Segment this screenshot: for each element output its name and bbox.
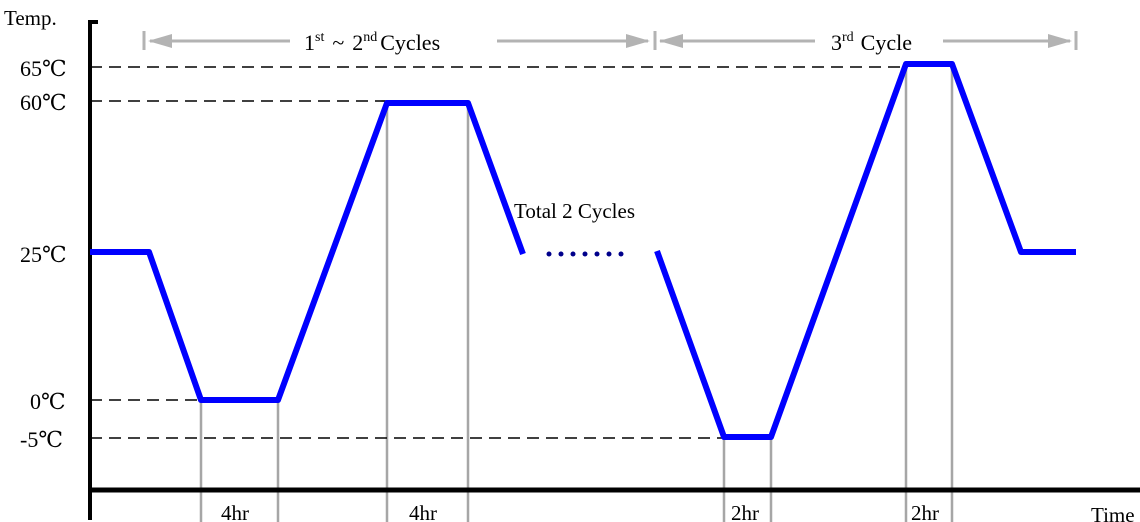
ordinal-suffix: st (315, 30, 324, 45)
temperature-profile (90, 61, 1076, 440)
arrow-left-icon (148, 34, 172, 48)
temperature-labels: 65℃ 60℃ 25℃ 0℃ -5℃ (20, 56, 67, 452)
dot (570, 251, 576, 257)
duration-labels: 4hr 4hr 2hr 2hr (221, 501, 939, 522)
ellipsis-dots (546, 251, 624, 257)
ordinal: 1 (304, 30, 315, 55)
profile-segment-cycle-3 (654, 61, 1076, 440)
dot (606, 251, 612, 257)
duration-guides (199, 64, 954, 522)
cycle-word: Cycle (861, 30, 912, 55)
temp-label-minus5: -5℃ (20, 427, 63, 452)
reference-lines (90, 66, 906, 439)
temp-label-65: 65℃ (20, 56, 67, 81)
cycle-span-label-1: 1st ~2nd Cycles (304, 30, 440, 55)
temp-label-60: 60℃ (20, 90, 67, 115)
range-separator: ~ (332, 30, 344, 55)
dot (582, 251, 588, 257)
profile-segment-cycles-1-2 (90, 100, 526, 403)
cycle-span-label-2: 3rd Cycle (831, 30, 912, 55)
dot (546, 251, 552, 257)
total-cycles-annotation: Total 2 Cycles (514, 199, 635, 223)
dot (558, 251, 564, 257)
dot (618, 251, 624, 257)
x-axis-title: Time (1091, 503, 1135, 522)
ordinal: 3 (831, 30, 842, 55)
ordinal-suffix: nd (363, 30, 377, 45)
dot (594, 251, 600, 257)
duration-label: 4hr (221, 501, 249, 522)
duration-label: 2hr (731, 501, 759, 522)
cycle-word: Cycles (380, 30, 440, 55)
arrow-right-icon (1048, 34, 1072, 48)
axes (88, 20, 1140, 520)
arrow-left-icon (659, 34, 683, 48)
duration-label: 2hr (911, 501, 939, 522)
ordinal: 2 (352, 30, 363, 55)
temp-label-25: 25℃ (20, 242, 67, 267)
y-axis-title: Temp. (4, 6, 57, 30)
cycle-span-arrows (142, 31, 1078, 50)
temp-label-0: 0℃ (30, 389, 66, 414)
arrow-right-icon (626, 34, 650, 48)
duration-label: 4hr (409, 501, 437, 522)
ordinal-suffix: rd (842, 30, 854, 45)
